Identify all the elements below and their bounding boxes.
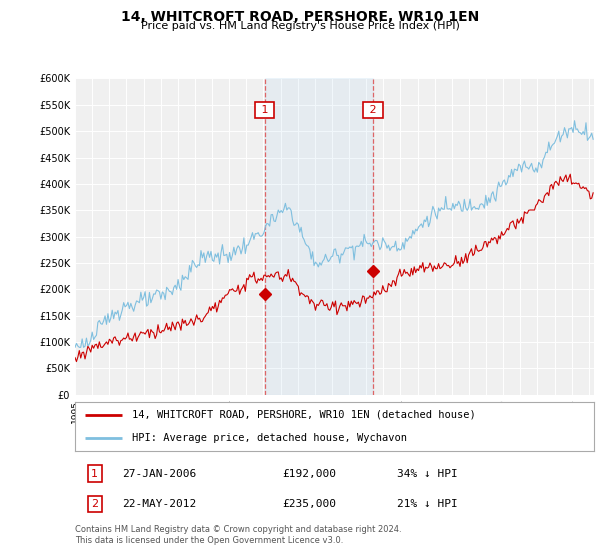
- Text: Price paid vs. HM Land Registry's House Price Index (HPI): Price paid vs. HM Land Registry's House …: [140, 21, 460, 31]
- Text: HPI: Average price, detached house, Wychavon: HPI: Average price, detached house, Wych…: [132, 433, 407, 444]
- Text: 2: 2: [91, 499, 98, 509]
- Text: 14, WHITCROFT ROAD, PERSHORE, WR10 1EN (detached house): 14, WHITCROFT ROAD, PERSHORE, WR10 1EN (…: [132, 410, 476, 420]
- Text: 22-MAY-2012: 22-MAY-2012: [122, 499, 196, 509]
- Text: 2: 2: [365, 105, 380, 115]
- Text: 34% ↓ HPI: 34% ↓ HPI: [397, 469, 458, 479]
- Text: 21% ↓ HPI: 21% ↓ HPI: [397, 499, 458, 509]
- Text: 1: 1: [91, 469, 98, 479]
- Text: Contains HM Land Registry data © Crown copyright and database right 2024.
This d: Contains HM Land Registry data © Crown c…: [75, 525, 401, 545]
- Text: 27-JAN-2006: 27-JAN-2006: [122, 469, 196, 479]
- Text: £235,000: £235,000: [283, 499, 337, 509]
- Text: £192,000: £192,000: [283, 469, 337, 479]
- Text: 14, WHITCROFT ROAD, PERSHORE, WR10 1EN: 14, WHITCROFT ROAD, PERSHORE, WR10 1EN: [121, 10, 479, 24]
- Bar: [265, 78, 373, 395]
- Text: 1: 1: [257, 105, 272, 115]
